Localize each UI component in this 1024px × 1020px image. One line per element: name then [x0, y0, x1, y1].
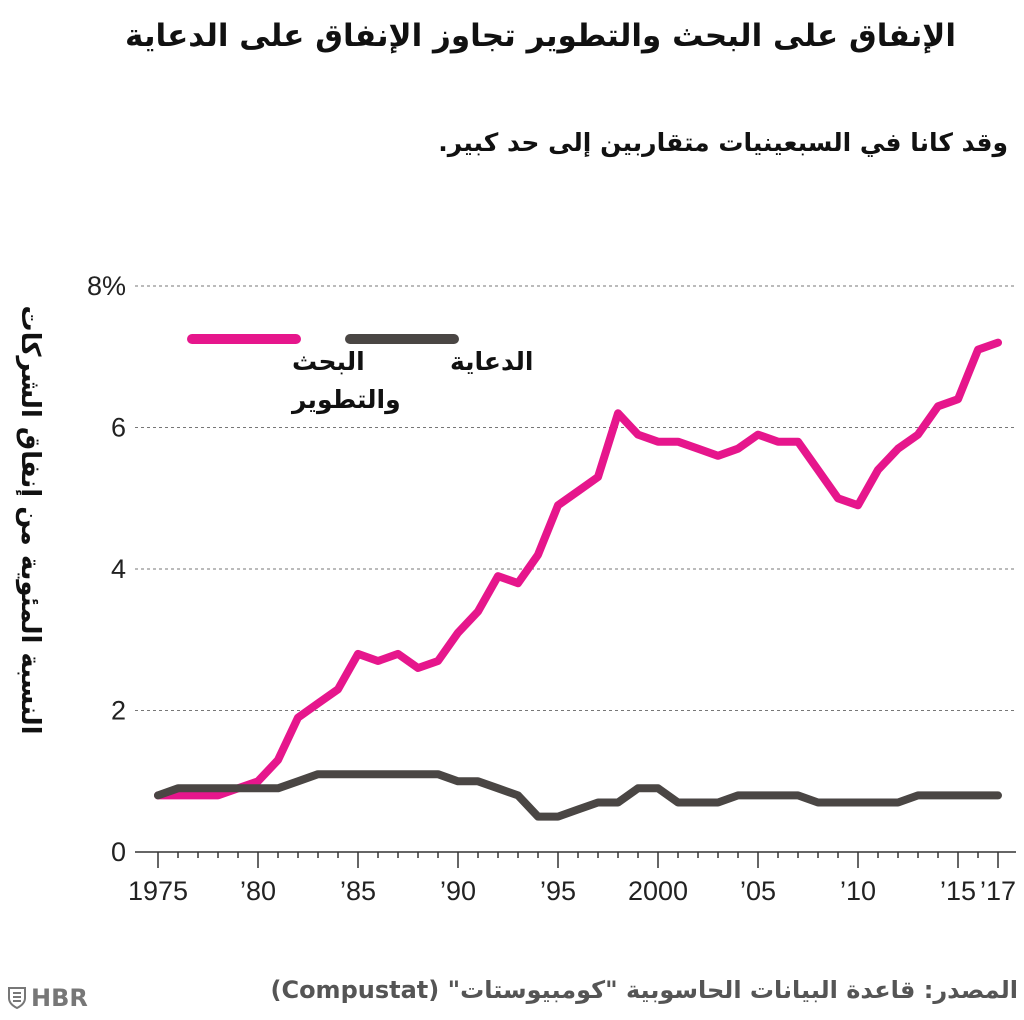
x-tick-label-2015: ’15: [940, 876, 976, 906]
x-tick-label-1990: ’90: [440, 876, 476, 906]
source-note: المصدر: قاعدة البيانات الحاسوبية "كومبيو…: [270, 976, 1018, 1004]
logo-text: HBR: [31, 984, 88, 1012]
legend: البحث والتطوير الدعاية: [187, 334, 533, 415]
y-axis-ticks: 0 2 4 6 8%: [87, 271, 126, 867]
legend-label-1-0: الدعاية: [450, 347, 533, 376]
y-tick-label-8: 8%: [87, 271, 126, 301]
legend-label-0-0: البحث: [292, 347, 365, 376]
x-axis: 1975 ’80 ’85 ’90 ’95 2000 ’05 ’10 ’15’17: [128, 851, 1016, 906]
x-tick-label-1995: ’95: [540, 876, 576, 906]
y-tick-label-4: 4: [111, 554, 126, 584]
chart-title: الإنفاق على البحث والتطوير تجاوز الإنفاق…: [125, 18, 956, 54]
series-line-0: [154, 338, 1002, 800]
x-tick-label-1985: ’85: [340, 876, 376, 906]
x-tick-label-2010: ’10: [840, 876, 876, 906]
x-tick-label-2005: ’05: [740, 876, 776, 906]
chart-subtitle: وقد كانا في السبعينيات متقاربين إلى حد ك…: [438, 128, 1008, 157]
y-tick-label-0: 0: [111, 837, 126, 867]
gridlines: [135, 285, 1016, 711]
y-tick-label-2: 2: [111, 696, 126, 726]
x-tick-label-2017: ’17: [980, 876, 1016, 906]
shield-icon: [8, 987, 26, 1009]
x-tick-label-1975: 1975: [128, 876, 188, 906]
x-tick-label-2000: 2000: [628, 876, 688, 906]
hbr-logo: HBR: [8, 984, 88, 1012]
legend-label-0-1: والتطوير: [290, 385, 401, 415]
y-tick-label-6: 6: [111, 413, 126, 443]
series-line-1: [154, 770, 1002, 821]
series-lines: [154, 338, 1002, 821]
x-tick-label-1980: ’80: [240, 876, 276, 906]
